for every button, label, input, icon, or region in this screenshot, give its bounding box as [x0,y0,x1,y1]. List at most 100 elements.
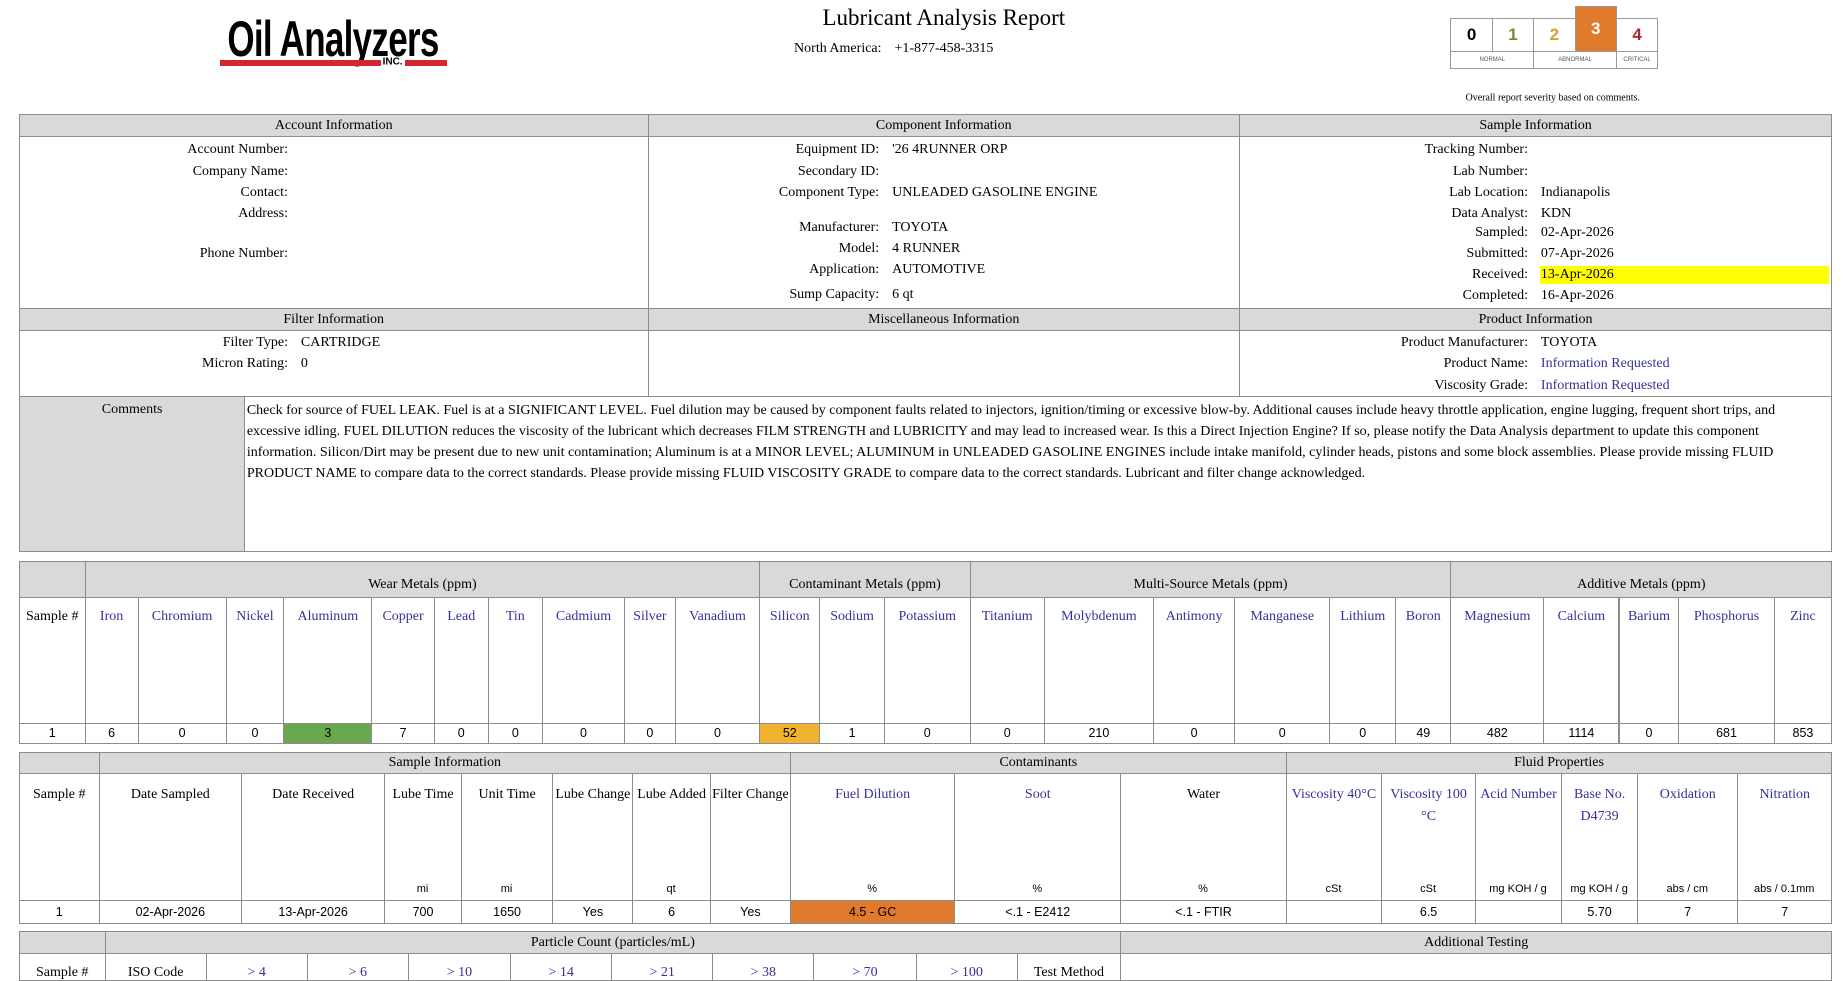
data-cell: 02-Apr-2026 [98,900,242,924]
column-unit: mg KOH / g [1489,882,1547,895]
column-heading: Silicon [759,597,821,724]
field-label: Lab Location: [1449,184,1528,200]
column-unit: mi [500,882,513,895]
column-unit: % [867,882,878,895]
field-label: Product Manufacturer: [1400,335,1528,351]
field-value: KDN [1540,205,1572,221]
column-heading: Soot [954,773,1122,902]
field-label: Sampled: [1475,224,1528,240]
field-label: Phone Number: [199,245,288,261]
data-cell: 0 [883,722,971,744]
column-heading: > 10 [407,953,512,981]
column-heading: Date Received [240,773,386,902]
data-cell: 0 [487,722,543,744]
group-heading: Contaminant Metals (ppm) [759,560,971,599]
column-heading: Unit Time [460,773,554,902]
field-label: Received: [1472,267,1528,283]
field-label: Application: [809,262,880,278]
column-heading: Acid Number [1475,773,1562,902]
data-cell: Yes [552,900,634,924]
column-heading: Nickel [225,597,285,724]
section-body [647,136,1240,309]
data-cell: 0 [624,722,676,744]
data-cell: Yes [709,900,791,924]
severity-note: Overall report severity based on comment… [1465,92,1640,104]
group-heading [18,560,86,599]
field-label: Lab Number: [1452,163,1528,179]
column-heading: Calcium [1543,597,1620,724]
section-heading: Sample Information [1238,114,1833,138]
sample-number: 1 [18,900,100,924]
column-heading: Sample # [18,953,106,981]
column-heading: Cadmium [541,597,626,724]
comments-box [18,396,1833,553]
data-cell: 1 [819,722,885,744]
group-heading: Contaminants [789,752,1287,775]
column-heading: Sample # [18,597,86,724]
field-label: Filter Type: [222,335,288,351]
field-label: Tracking Number: [1424,142,1528,158]
data-cell: 0 [969,722,1045,744]
field-label: Component Type: [778,184,880,200]
data-cell: 0 [1234,722,1331,744]
section-heading: Filter Information [18,307,649,332]
data-cell: 210 [1043,722,1155,744]
column-unit: mg KOH / g [1570,882,1628,895]
group-heading: Particle Count (particles/mL) [104,930,1122,955]
severity-box: 1 [1491,17,1535,52]
column-heading: Silver [624,597,676,724]
section-heading: Miscellaneous Information [647,307,1240,332]
data-cell: <.1 - E2412 [954,900,1122,924]
sample-number: 1 [18,722,86,744]
severity-band: CRITICAL [1615,50,1659,70]
data-cell: 1650 [460,900,554,924]
column-heading: Antimony [1153,597,1236,724]
column-heading: Lead [433,597,489,724]
field-label: Micron Rating: [202,356,288,372]
contact-label: North America: [794,41,882,57]
column-heading: > 38 [712,953,815,981]
group-heading: Multi-Source Metals (ppm) [969,560,1452,599]
field-label: Equipment ID: [795,142,880,158]
column-heading: Test Method [1016,953,1122,981]
column-heading: Iron [84,597,139,724]
section-heading: Component Information [647,114,1240,138]
column-heading: > 6 [306,953,409,981]
data-cell: 7 [1737,900,1833,924]
group-heading: Additional Testing [1120,930,1833,955]
group-heading: Sample Information [98,752,791,775]
severity-band: NORMAL [1450,50,1535,70]
field-label: Product Name: [1443,356,1528,372]
data-cell: 0 [433,722,489,744]
field-value: '26 4RUNNER ORP [892,142,1008,158]
data-cell: 52 [759,722,821,744]
column-heading [1120,953,1833,981]
data-cell: <.1 - FTIR [1120,900,1287,924]
column-unit: abs / cm [1666,882,1709,895]
column-heading: > 4 [205,953,308,981]
field-value: Information Requested [1540,356,1670,372]
section-body [18,136,649,309]
comments-label: Comments [18,396,246,553]
field-value: AUTOMOTIVE [892,262,986,278]
data-cell: 0 [1329,722,1397,744]
group-heading [18,930,106,955]
data-cell: 6 [84,722,139,744]
field-value: 6 qt [892,287,914,303]
field-label: Data Analyst: [1451,205,1528,221]
logo-suffix: INC. [380,56,405,68]
column-heading: > 14 [510,953,613,981]
data-cell: 6 [632,900,711,924]
group-heading [18,752,100,775]
column-unit: % [1032,882,1043,895]
contact-phone: +1-877-458-3315 [894,41,994,57]
column-heading: Zinc [1773,597,1833,724]
field-label: Address: [238,205,288,221]
data-cell: 5.70 [1560,900,1639,924]
field-label: Completed: [1462,288,1528,304]
column-heading: Lithium [1329,597,1397,724]
section-body [1238,330,1833,398]
data-cell: 13-Apr-2026 [240,900,386,924]
field-value: UNLEADED GASOLINE ENGINE [892,184,1098,200]
